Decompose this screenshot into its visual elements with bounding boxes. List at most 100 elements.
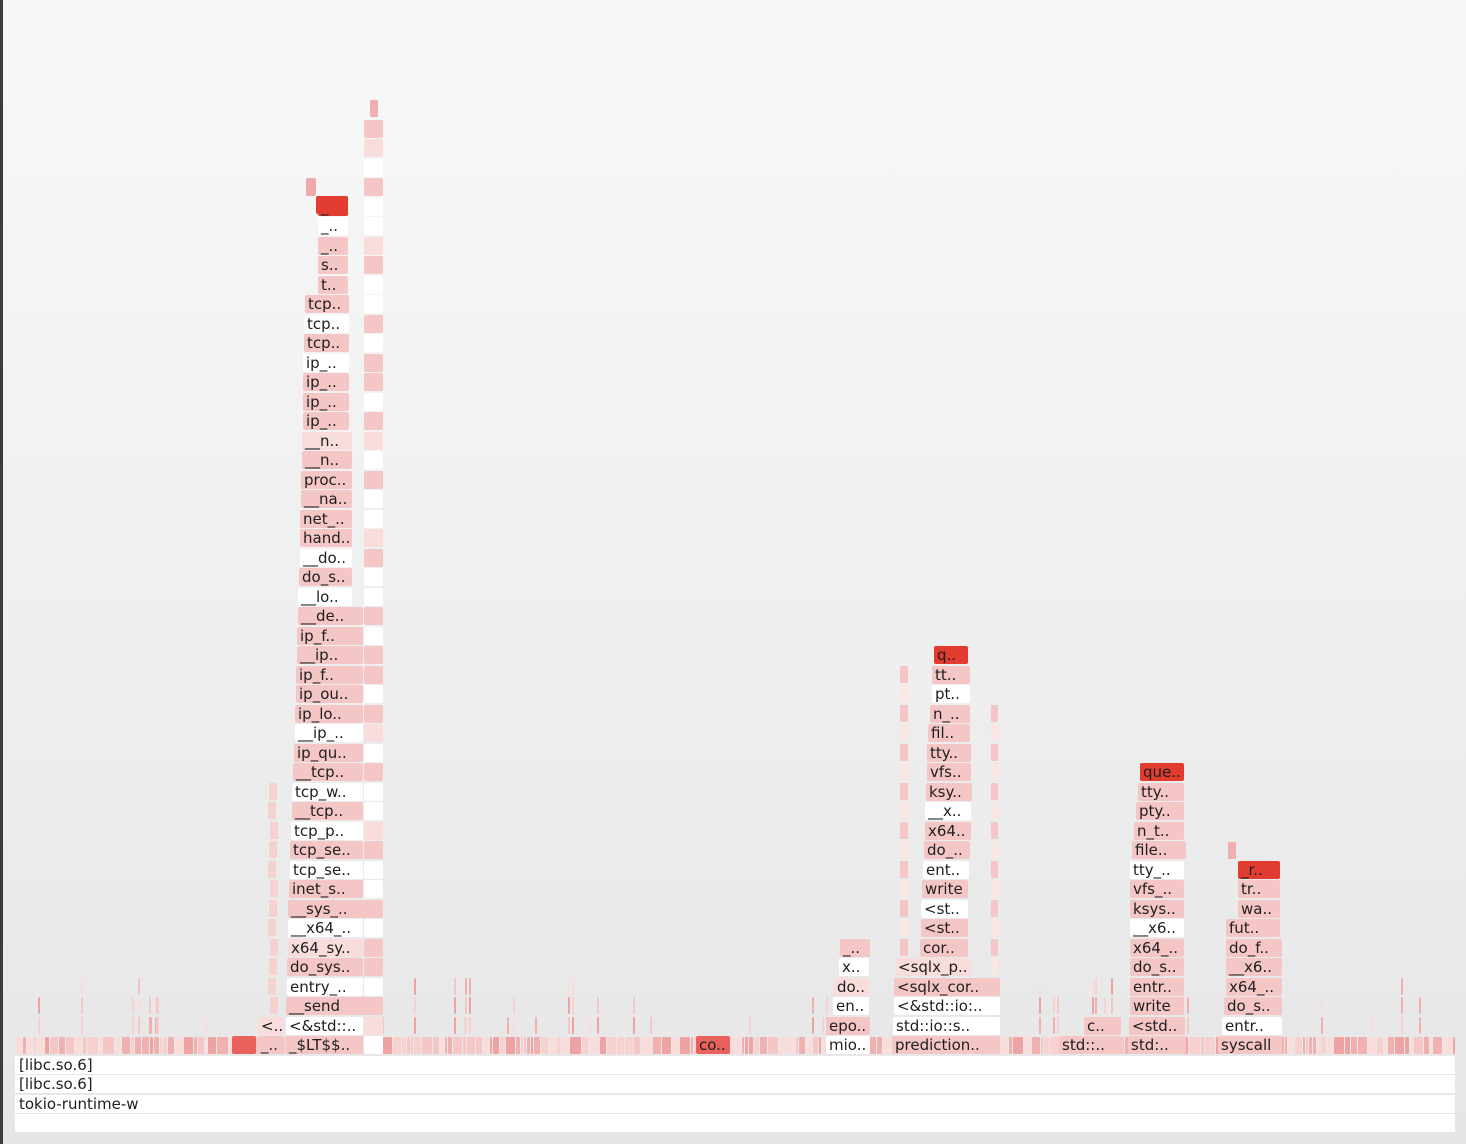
frame-syscall-7[interactable]: wa.. — [1238, 900, 1280, 918]
minor-frame[interactable] — [991, 724, 998, 741]
minor-frame[interactable] — [991, 919, 998, 936]
minor-frame[interactable] — [1401, 978, 1403, 995]
frame-mio-3[interactable]: do.. — [834, 978, 869, 996]
minor-frame[interactable] — [131, 1037, 134, 1054]
frame-network-side-col[interactable] — [364, 861, 383, 879]
frame-network-41[interactable]: _.. — [318, 237, 348, 255]
minor-frame[interactable] — [122, 1037, 130, 1054]
frame-prediction-6[interactable]: <st.. — [921, 919, 968, 937]
minor-frame[interactable] — [1187, 1017, 1189, 1034]
minor-frame[interactable] — [991, 939, 998, 956]
frame-network-8[interactable]: inet_s.. — [289, 880, 363, 898]
minor-frame[interactable] — [407, 1037, 410, 1054]
minor-frame[interactable] — [115, 1037, 121, 1054]
minor-frame[interactable] — [1368, 1037, 1376, 1054]
minor-frame[interactable] — [1057, 997, 1059, 1014]
frame-network-38[interactable]: tcp.. — [305, 295, 349, 313]
minor-frame[interactable] — [1453, 1037, 1455, 1054]
frame-network-side-col[interactable] — [364, 334, 383, 352]
minor-frame[interactable] — [1205, 1037, 1215, 1054]
minor-frame[interactable] — [754, 1037, 759, 1054]
frame-syscall-2[interactable]: do_s.. — [1224, 997, 1282, 1015]
minor-frame[interactable] — [99, 1037, 102, 1054]
minor-frame[interactable] — [175, 1037, 183, 1054]
minor-frame[interactable] — [900, 919, 908, 936]
frame-network-side-col[interactable] — [364, 919, 383, 937]
frame-network-14[interactable]: __tcp.. — [293, 763, 363, 781]
frame-network-side-col[interactable] — [364, 685, 383, 703]
frame-prediction-18[interactable]: pt.. — [932, 685, 970, 703]
minor-frame[interactable] — [453, 1037, 462, 1054]
frame-write-7[interactable]: ksys.. — [1130, 900, 1184, 918]
minor-frame[interactable] — [1377, 1037, 1383, 1054]
frame-network-side-col[interactable] — [364, 451, 383, 469]
minor-frame[interactable] — [422, 1037, 432, 1054]
frame-write-12[interactable]: pty.. — [1136, 802, 1184, 820]
minor-frame[interactable] — [768, 1037, 778, 1054]
frame-network-12[interactable]: __tcp.. — [292, 802, 363, 820]
minor-frame[interactable] — [270, 997, 278, 1014]
minor-frame[interactable] — [991, 705, 998, 722]
minor-frame[interactable] — [570, 1037, 581, 1054]
frame-network-side-col[interactable] — [364, 217, 383, 235]
minor-frame[interactable] — [81, 978, 83, 995]
frame-mio-4[interactable]: x.. — [839, 958, 869, 976]
frame-network-side-col[interactable] — [364, 412, 383, 430]
minor-frame[interactable] — [607, 1037, 616, 1054]
frame-network-side-col[interactable] — [364, 939, 383, 957]
frame-network-side-col[interactable] — [364, 120, 383, 138]
frame-write-2[interactable]: write — [1130, 997, 1184, 1015]
minor-frame[interactable] — [507, 1017, 509, 1034]
frame-network-40[interactable]: s.. — [318, 256, 348, 274]
frame-network-15[interactable]: ip_qu.. — [294, 744, 363, 762]
frame-network-36[interactable]: tcp.. — [304, 334, 349, 352]
minor-frame[interactable] — [1321, 997, 1323, 1014]
frame-network-side-col[interactable] — [364, 841, 383, 859]
minor-frame[interactable] — [269, 958, 277, 975]
frame-write-13[interactable]: tty.. — [1138, 783, 1184, 801]
minor-frame[interactable] — [900, 685, 908, 702]
minor-frame[interactable] — [138, 997, 140, 1014]
frame-network-24[interactable]: do_s.. — [299, 568, 352, 586]
root-frame-tokio-runtime[interactable]: tokio-runtime-w — [15, 1095, 1455, 1113]
frame-network-side-col[interactable] — [364, 178, 383, 196]
minor-frame[interactable] — [1327, 1037, 1333, 1054]
minor-frame[interactable] — [81, 997, 83, 1014]
frame-network-side-0[interactable]: _.. — [258, 1036, 284, 1054]
frame-write-0[interactable]: std:.. — [1128, 1036, 1186, 1054]
minor-frame[interactable] — [900, 841, 908, 858]
frame-network-side-col[interactable] — [364, 588, 383, 606]
minor-frame[interactable] — [205, 1017, 207, 1034]
minor-frame[interactable] — [1321, 1017, 1323, 1034]
minor-frame[interactable] — [150, 1037, 153, 1054]
minor-frame[interactable] — [1410, 1037, 1413, 1054]
frame-network-16[interactable]: __ip_.. — [295, 724, 363, 742]
frame-network-side-col[interactable] — [364, 627, 383, 645]
minor-frame[interactable] — [1057, 1017, 1059, 1034]
minor-frame[interactable] — [513, 997, 515, 1014]
frame-network-side-col[interactable] — [364, 997, 383, 1015]
frame-std-small-0[interactable]: std::.. — [1059, 1036, 1121, 1054]
frame-prediction-9[interactable]: ent.. — [923, 861, 969, 879]
frame-network-20[interactable]: __ip.. — [297, 646, 363, 664]
minor-frame[interactable] — [414, 1037, 421, 1054]
frame-co[interactable]: co.. — [696, 1036, 730, 1054]
frame-network-side-col[interactable] — [364, 978, 383, 996]
minor-frame[interactable] — [779, 1037, 784, 1054]
minor-frame[interactable] — [465, 997, 467, 1014]
minor-frame[interactable] — [393, 1037, 401, 1054]
frame-syscall-3[interactable]: x64_.. — [1226, 978, 1282, 996]
frame-write-10[interactable]: file.. — [1132, 841, 1186, 859]
frame-network-side-col[interactable] — [364, 549, 383, 567]
minor-frame[interactable] — [680, 1037, 690, 1054]
frame-network-side-col[interactable] — [364, 510, 383, 528]
minor-frame[interactable] — [1313, 1037, 1316, 1054]
frame-network-side-col[interactable] — [364, 295, 383, 313]
minor-frame[interactable] — [1050, 1037, 1059, 1054]
frame-syscall-9[interactable]: _r.. — [1238, 861, 1280, 879]
frame-prediction-3[interactable]: <sqlx_cor.. — [894, 978, 1000, 996]
minor-frame[interactable] — [991, 880, 998, 897]
minor-frame[interactable] — [16, 1037, 22, 1054]
minor-frame[interactable] — [883, 1037, 892, 1054]
minor-frame[interactable] — [156, 1017, 158, 1034]
